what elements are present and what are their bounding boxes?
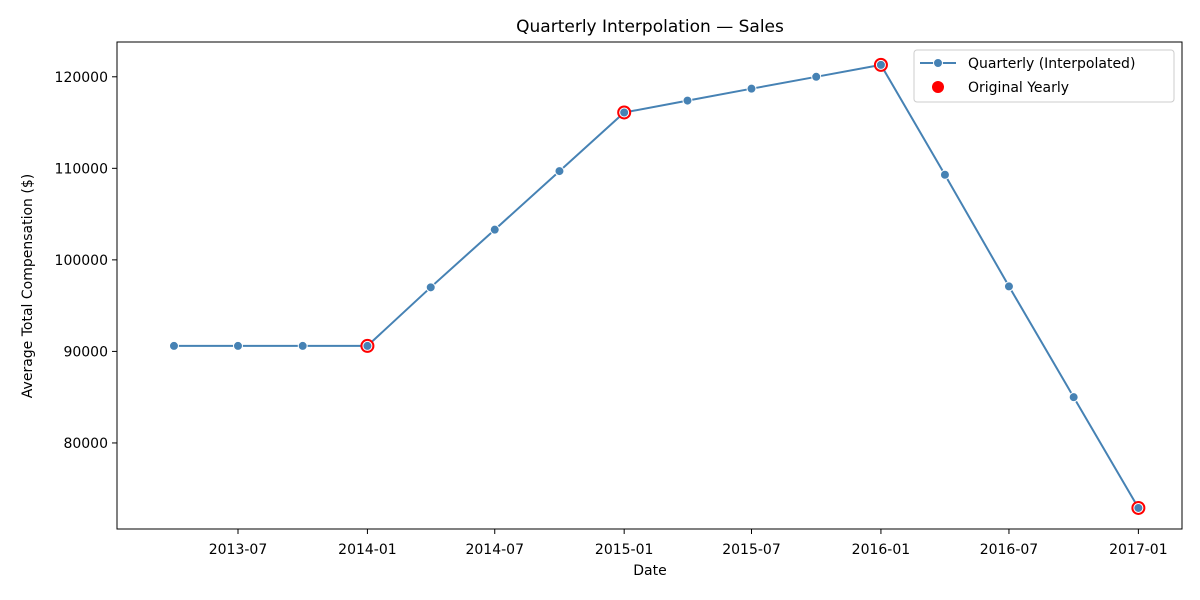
- interpolated-point: [232, 340, 243, 351]
- series-interpolated-line: [174, 63, 1140, 509]
- y-axis: 80000 90000 100000 110000 120000: [55, 70, 117, 452]
- chart-title: Quarterly Interpolation — Sales: [516, 17, 784, 37]
- y-tick-label: 80000: [63, 436, 108, 452]
- interpolated-point: [425, 282, 436, 293]
- interpolated-point: [875, 59, 886, 70]
- legend-interpolated-label: Quarterly (Interpolated): [968, 56, 1135, 72]
- legend-interpolated-marker: [933, 58, 943, 68]
- x-tick-label: 2016-07: [980, 542, 1039, 558]
- x-tick-label: 2014-01: [338, 542, 397, 558]
- interpolated-point: [1003, 281, 1014, 292]
- x-axis-label: Date: [633, 563, 666, 579]
- interpolated-point: [297, 340, 308, 351]
- interpolated-point: [362, 340, 373, 351]
- legend-box: [913, 49, 1175, 103]
- x-tick-label: 2017-01: [1109, 542, 1168, 558]
- y-axis-label: Average Total Compensation ($): [20, 174, 36, 398]
- y-tick-label: 110000: [55, 161, 108, 177]
- interpolated-point: [1133, 502, 1144, 513]
- y-tick-label: 120000: [55, 70, 108, 86]
- series-interpolated-markers: [168, 59, 1144, 513]
- interpolated-point: [939, 169, 950, 180]
- interpolated-point: [168, 340, 179, 351]
- x-axis: 2013-07 2014-01 2014-07 2015-01 2015-07 2016-…: [209, 529, 1168, 558]
- interpolated-point: [619, 107, 630, 118]
- interpolated-point: [554, 166, 565, 177]
- legend-original-label: Original Yearly: [968, 80, 1069, 96]
- x-tick-label: 2016-01: [852, 542, 911, 558]
- interpolated-point: [811, 71, 822, 82]
- interpolated-point: [746, 83, 757, 94]
- legend-original-marker: [932, 81, 944, 93]
- interpolated-point: [1068, 392, 1079, 403]
- x-tick-label: 2015-01: [595, 542, 654, 558]
- x-tick-label: 2015-07: [722, 542, 781, 558]
- interpolated-point: [489, 224, 500, 235]
- y-tick-label: 90000: [63, 344, 108, 360]
- interpolated-point: [682, 95, 693, 106]
- series-interpolated-group: [174, 63, 1140, 509]
- legend: Quarterly (Interpolated) Original Yearly: [913, 49, 1175, 103]
- x-tick-label: 2014-07: [465, 542, 524, 558]
- plot-frame: [116, 41, 1183, 530]
- x-tick-label: 2013-07: [209, 542, 268, 558]
- y-tick-label: 100000: [55, 253, 108, 269]
